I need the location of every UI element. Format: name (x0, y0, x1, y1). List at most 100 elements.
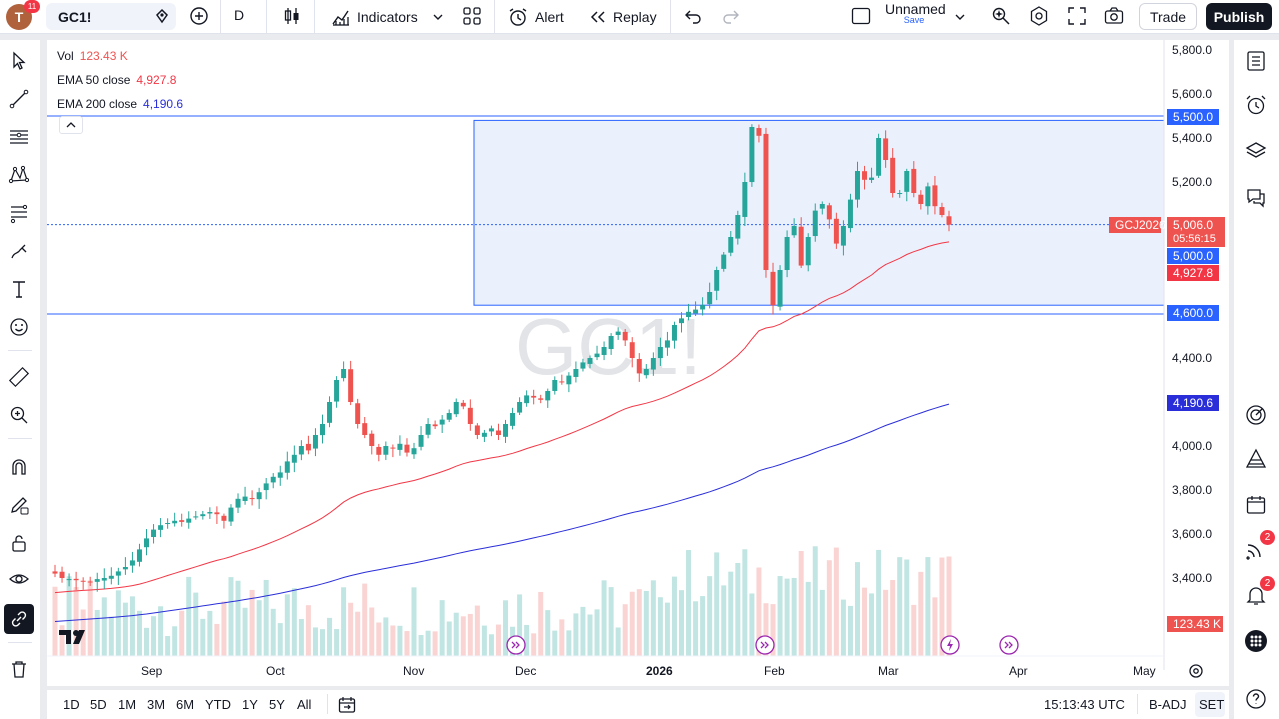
zoom-in-icon[interactable] (4, 400, 34, 430)
session-toggle[interactable]: SET (1195, 692, 1225, 717)
volume-bar (249, 589, 255, 656)
range-button-5d[interactable]: 5D (90, 697, 107, 712)
redo-icon[interactable] (720, 6, 742, 31)
volume-bar (488, 634, 494, 656)
range-button-1d[interactable]: 1D (63, 697, 80, 712)
notifications-bell-icon[interactable]: 2 (1241, 576, 1275, 610)
pencil-lock-icon[interactable] (4, 490, 34, 520)
help-icon[interactable] (1241, 684, 1271, 714)
price-chart[interactable]: GC1! (47, 40, 1229, 686)
legend-ema200[interactable]: EMA 200 close 4,190.6 (57, 92, 189, 116)
lock-icon[interactable] (4, 528, 34, 558)
apps-grid-icon[interactable] (1241, 626, 1271, 656)
toolbar-divider (670, 0, 671, 34)
range-button-1y[interactable]: 1Y (242, 697, 258, 712)
dividend-event-marker[interactable] (755, 635, 775, 660)
chart-pane[interactable]: GC1! Vol 123.43 K EMA 50 close 4,927.8 EMA… (47, 40, 1229, 686)
fullscreen-icon[interactable] (1066, 5, 1088, 30)
camera-snapshot-icon[interactable] (1103, 5, 1125, 30)
volume-bar (650, 580, 656, 656)
back-adjust-toggle[interactable]: B-ADJ (1149, 697, 1187, 712)
vol-value: 123.43 K (79, 49, 128, 63)
target-scanner-icon[interactable] (1241, 400, 1271, 430)
candle-body (397, 443, 403, 450)
toolbar-divider (494, 0, 495, 34)
candle-body (890, 157, 896, 193)
price-tick-label: 5,800.0 (1172, 43, 1213, 57)
add-symbol-icon[interactable] (186, 3, 212, 29)
candle-body (735, 215, 741, 239)
horizontal-lines-tool-icon[interactable] (4, 122, 34, 152)
range-button-ytd[interactable]: YTD (205, 697, 231, 712)
candles-chart-type-icon[interactable] (281, 5, 303, 30)
indicators-button[interactable]: Indicators (330, 4, 444, 30)
watchlist-icon[interactable] (1241, 46, 1271, 76)
streams-icon[interactable]: 2 (1241, 530, 1275, 564)
trash-icon[interactable] (4, 654, 34, 684)
time-tick-label: Nov (403, 664, 425, 678)
publish-button[interactable]: Publish (1206, 3, 1272, 30)
candle-body (559, 381, 565, 383)
layout-select-icon[interactable] (850, 5, 872, 30)
interval-button[interactable]: D (234, 7, 245, 23)
layout-name-button[interactable]: Unnamed Save (885, 1, 946, 25)
brush-tool-icon[interactable] (4, 236, 34, 266)
quick-search-icon[interactable] (990, 5, 1012, 30)
price-tick-label: 5,600.0 (1172, 87, 1213, 101)
collapse-legend-button[interactable] (59, 116, 83, 134)
indicator-templates-icon[interactable] (461, 5, 483, 30)
alarm-clock-icon[interactable] (1241, 90, 1271, 120)
rewind-icon (590, 11, 605, 23)
chevron-down-icon[interactable] (954, 10, 966, 26)
emoji-tool-icon[interactable] (4, 312, 34, 342)
volume-bar (700, 596, 706, 656)
go-to-date-icon[interactable] (337, 695, 357, 718)
ema200-tag: 4,190.6 (1167, 395, 1219, 411)
candle-body (671, 325, 677, 341)
legend-ema50[interactable]: EMA 50 close 4,927.8 (57, 68, 189, 92)
alert-label: Alert (535, 9, 564, 25)
undo-icon[interactable] (682, 6, 704, 31)
range-button-5y[interactable]: 5Y (269, 697, 285, 712)
candle-body (228, 507, 234, 522)
calendar-icon[interactable] (1241, 490, 1271, 520)
range-button-1m[interactable]: 1M (118, 697, 137, 712)
link-sync-icon[interactable] (4, 604, 34, 634)
ruler-measure-icon[interactable] (4, 362, 34, 392)
text-tool-icon[interactable] (4, 274, 34, 304)
cursor-tool-icon[interactable] (4, 46, 34, 76)
range-button-3m[interactable]: 3M (147, 697, 166, 712)
candle-body (305, 443, 311, 451)
tradingview-logo[interactable] (59, 628, 91, 652)
symbol-compare-icon[interactable] (152, 6, 172, 26)
volume-bar (263, 579, 269, 656)
pyramid-chart-icon[interactable] (1241, 444, 1271, 474)
eye-visibility-icon[interactable] (4, 564, 34, 594)
chart-settings-icon[interactable] (1187, 662, 1205, 685)
fib-tool-icon[interactable] (4, 198, 34, 228)
replay-button[interactable]: Replay (588, 4, 657, 30)
trade-button[interactable]: Trade (1139, 3, 1197, 30)
dividend-event-marker[interactable] (999, 635, 1019, 660)
volume-bar (721, 585, 727, 656)
settings-gear-icon[interactable] (1028, 5, 1050, 30)
range-button-all[interactable]: All (297, 697, 312, 712)
earnings-event-marker[interactable] (940, 635, 960, 660)
candle-body (805, 237, 811, 266)
volume-bar (904, 559, 910, 656)
legend-volume[interactable]: Vol 123.43 K (57, 44, 189, 68)
candle-body (777, 270, 783, 307)
clock-timezone[interactable]: 15:13:43 UTC (1044, 697, 1125, 712)
dividend-event-marker[interactable] (506, 635, 526, 660)
candle-body (432, 424, 438, 427)
trend-line-tool-icon[interactable] (4, 84, 34, 114)
volume-bar (108, 616, 114, 656)
range-button-6m[interactable]: 6M (176, 697, 195, 712)
range-rectangle[interactable] (473, 119, 1165, 306)
chat-icon[interactable] (1241, 182, 1271, 212)
alert-button[interactable]: Alert (507, 4, 564, 30)
layers-icon[interactable] (1241, 136, 1271, 166)
magnet-icon[interactable] (4, 452, 34, 482)
pattern-tool-icon[interactable] (4, 160, 34, 190)
symbol-search-box[interactable]: GC1! (46, 3, 176, 30)
